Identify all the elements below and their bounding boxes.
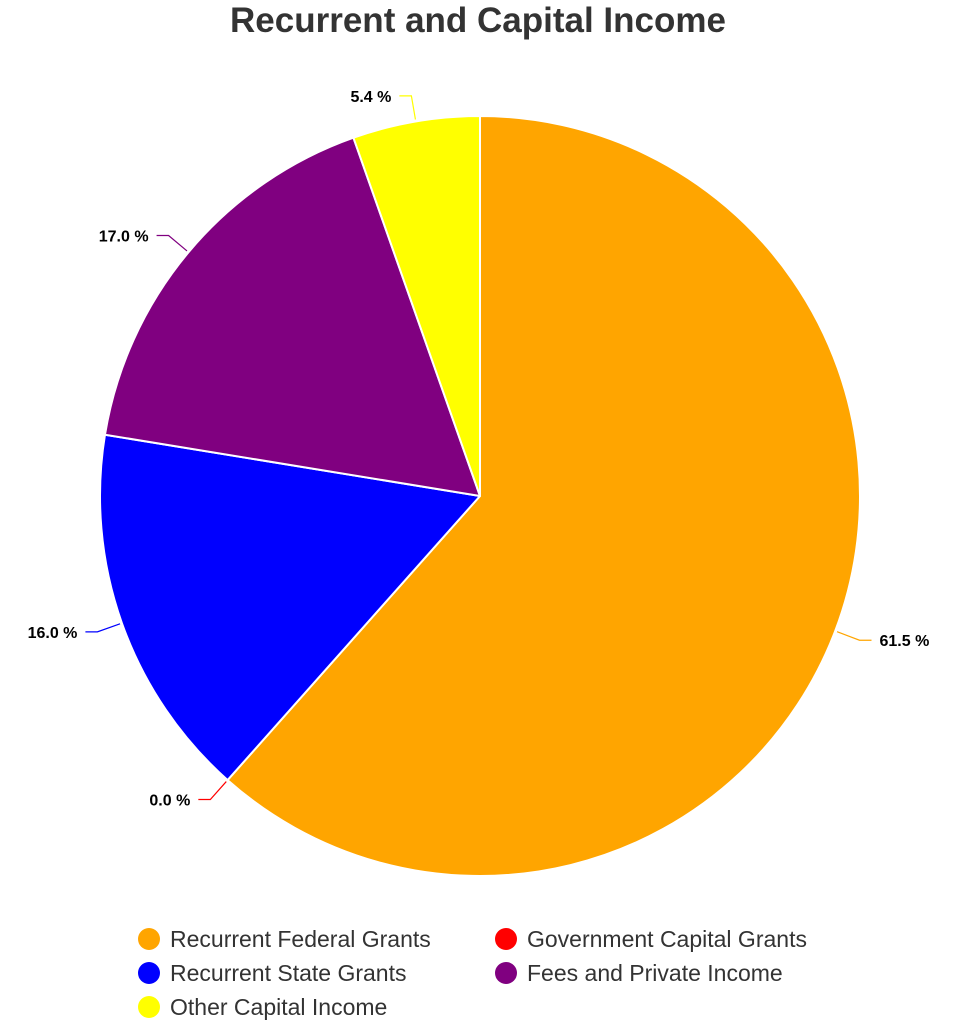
- data-label-recurrent-state-grants: 16.0 %: [28, 625, 78, 642]
- legend-label: Recurrent Federal Grants: [170, 925, 431, 952]
- data-label-other-capital-income: 5.4 %: [350, 89, 391, 106]
- legend-label: Fees and Private Income: [527, 959, 783, 986]
- legend-item-other-capital-income[interactable]: Other Capital Income: [138, 990, 387, 1024]
- data-label-recurrent-federal-grants: 61.5 %: [880, 633, 930, 650]
- leader-line-other-capital-income: [399, 95, 417, 120]
- legend-marker: [495, 928, 517, 950]
- leader-line-recurrent-state-grants: [85, 623, 121, 633]
- data-label-fees-and-private-income: 17.0 %: [99, 229, 149, 246]
- leader-line-recurrent-federal-grants: [836, 631, 872, 641]
- pie-slice-fees-and-private-income[interactable]: [103, 136, 481, 497]
- legend-item-government-capital-grants[interactable]: Government Capital Grants: [495, 922, 807, 956]
- legend-item-fees-and-private-income[interactable]: Fees and Private Income: [495, 956, 783, 990]
- pie-slice-recurrent-federal-grants[interactable]: [226, 115, 861, 877]
- legend-item-recurrent-state-grants[interactable]: Recurrent State Grants: [138, 956, 407, 990]
- leader-line-government-capital-grants: [198, 781, 227, 801]
- legend-label: Government Capital Grants: [527, 925, 807, 952]
- legend-item-recurrent-federal-grants[interactable]: Recurrent Federal Grants: [138, 922, 431, 956]
- leader-line-fees-and-private-income: [156, 234, 188, 252]
- data-label-government-capital-grants: 0.0 %: [149, 793, 190, 810]
- legend-marker: [138, 928, 160, 950]
- legend-label: Other Capital Income: [170, 993, 388, 1020]
- legend-marker: [495, 962, 517, 984]
- chart-title: Recurrent and Capital Income: [230, 1, 726, 40]
- legend-marker: [138, 996, 160, 1018]
- pie-slice-other-capital-income[interactable]: [352, 115, 481, 497]
- legend-marker: [138, 962, 160, 984]
- pie-slice-recurrent-state-grants[interactable]: [99, 433, 481, 782]
- legend-label: Recurrent State Grants: [170, 959, 407, 986]
